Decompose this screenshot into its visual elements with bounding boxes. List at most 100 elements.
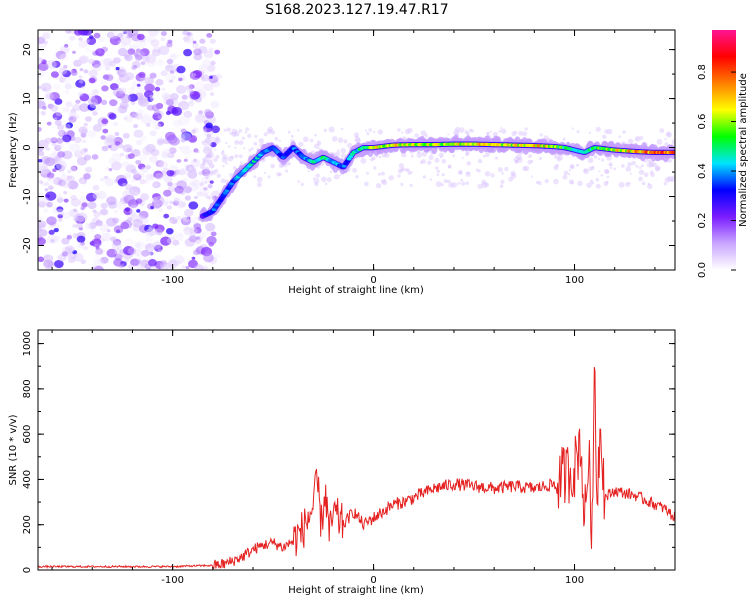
spectrogram-noise-blob [185,156,189,160]
spectrogram-noise-blob [38,150,45,157]
spectrogram-noise-blob [178,116,190,126]
spectrogram-halo-blob [400,182,404,186]
spectrogram-halo-blob [501,171,504,175]
y-tick-label: 400 [22,470,33,489]
spectrogram-noise-blob [51,137,58,142]
spectrogram-halo-blob [606,175,610,179]
spectrogram-halo-blob [558,155,564,161]
spectrogram-halo-blob [287,130,291,134]
spectrogram-noise-blob [69,166,77,173]
spectrogram-noise-blob [92,124,102,132]
spectrogram-noise-blob [39,180,44,184]
spectrogram-noise-blob [41,59,47,64]
spectrogram-halo-blob [481,179,487,185]
spectrogram-halo-blob [409,183,413,188]
spectrogram-noise-blob [200,93,208,100]
spectrogram-halo-blob [309,138,314,143]
spectrogram-noise-blob [43,254,49,258]
spectrogram-halo-blob [214,137,221,144]
spectrogram-x-axis-label: Height of straight line (km) [288,285,424,296]
spectrogram-noise-blob [157,115,163,120]
spectrogram-halo-blob [227,155,234,162]
spectrogram-noise-blob [146,267,151,270]
spectrogram-noise-blob [123,194,135,205]
spectrogram-halo-blob [268,129,272,132]
spectrogram-halo-blob [537,181,542,186]
spectrogram-noise-blob [187,31,193,37]
spectrogram-noise-blob [163,175,173,183]
spectrogram-halo-blob [659,128,665,134]
spectrogram-noise-blob [111,161,122,171]
spectrogram-noise-blob [38,201,46,208]
spectrogram-noise-blob [74,30,83,36]
spectrogram-halo-blob [598,158,601,161]
spectrogram-halo-blob [602,134,607,139]
spectrogram-noise-blob [190,216,200,225]
spectrogram-halo-blob [333,174,340,180]
spectrogram-halo-blob [378,155,382,159]
spectrogram-halo-blob [562,174,568,180]
x-tick-label: 0 [370,575,376,586]
spectrogram-halo-blob [298,141,304,147]
spectrogram-noise-blob [168,136,180,146]
colorbar-tick-label: 0.8 [697,64,708,80]
spectrogram-noise-blob [62,134,72,143]
spectrogram-noise-blob [95,48,105,57]
spectrogram-halo-blob [501,128,507,134]
spectrogram-halo-blob [443,179,448,184]
spectrogram-noise-blob [79,68,84,72]
spectrogram-halo-blob [203,159,207,163]
spectrogram-noise-blob [121,161,130,168]
spectrogram-halo-blob [406,168,410,172]
spectrogram-noise-blob [155,172,164,180]
spectrogram-noise-blob [182,215,190,222]
spectrogram-noise-blob [63,64,68,69]
spectrogram-noise-blob [78,55,89,64]
spectrogram-noise-blob [38,237,46,246]
spectrogram-noise-blob [201,265,209,270]
spectrogram-halo-blob [448,182,454,188]
spectrogram-noise-blob [73,59,82,67]
spectrogram-noise-blob [106,196,117,206]
spectrogram-noise-blob [182,214,188,219]
spectrogram-noise-blob [61,179,72,188]
spectrogram-halo-blob [447,165,452,169]
spectrogram-halo-blob [364,181,369,187]
spectrogram-halo-blob [494,156,499,160]
spectrogram-noise-blob [91,88,100,96]
spectrogram-halo-blob [666,132,672,138]
spectrogram-noise-blob [91,238,102,248]
spectrogram-noise-blob [209,75,213,79]
spectrogram-halo-blob [193,158,197,162]
spectrogram-halo-blob [464,130,469,135]
colorbar-tick-label: 0.2 [697,213,708,229]
spectrogram-noise-blob [70,198,81,207]
spectrogram-noise-blob [78,75,83,79]
spectrogram-noise-blob [108,60,117,67]
spectrogram-noise-blob [38,159,43,163]
spectrogram-noise-blob [73,213,85,223]
spectrogram-frame [37,29,676,271]
spectrogram-noise-blob [53,117,58,121]
spectrogram-noise-blob [204,108,212,116]
spectrogram-noise-blob [196,191,203,197]
spectrogram-noise-blob [123,116,128,121]
spectrogram-noise-blob [77,222,84,228]
spectrogram-noise-blob [206,195,211,200]
spectrogram-halo-blob [636,138,639,140]
spectrogram-halo-blob [410,171,413,174]
spectrogram-noise-blob [63,198,69,203]
spectrogram-noise-blob [54,236,61,241]
spectrogram-halo-blob [323,128,327,132]
spectrogram-noise-blob [183,48,193,57]
spectrogram-halo-blob [360,158,367,164]
y-tick-label: 0 [22,567,33,573]
spectrogram-halo-blob [234,140,240,145]
spectrogram-noise-blob [49,92,60,101]
spectrogram-noise-blob [192,42,199,49]
spectrogram-noise-blob [38,229,48,237]
spectrogram-halo-blob [497,167,503,173]
spectrogram-noise-blob [184,195,191,201]
spectrogram-noise-blob [38,127,42,132]
